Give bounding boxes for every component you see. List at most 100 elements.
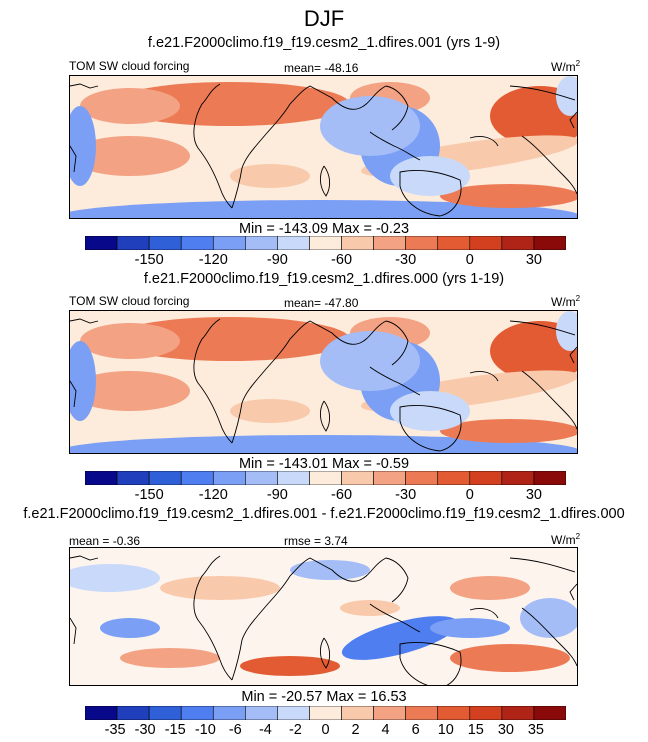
colorbar-tick-label: -60	[331, 252, 353, 268]
colorbar-swatch	[501, 236, 535, 250]
panel3-colorbar	[85, 706, 566, 720]
panel1-map	[69, 75, 578, 219]
panel3-title: f.e21.F2000climo.f19_f19.cesm2_1.dfires.…	[23, 506, 625, 522]
colorbar-swatch	[469, 706, 503, 720]
panel1-colorbar-labels: -150 -120 -90 -60 -30 0 30	[85, 252, 566, 270]
coastline	[385, 85, 409, 131]
panel2-map	[69, 310, 578, 454]
field-contour	[450, 644, 570, 672]
field-contour	[340, 600, 400, 616]
panel2-mean-label: mean= -47.80	[284, 296, 359, 310]
coastline	[70, 617, 77, 645]
coastline	[469, 135, 499, 147]
panel2-units-text: W/m	[551, 295, 576, 309]
panel3-map-field	[70, 548, 577, 685]
colorbar-swatch	[116, 706, 150, 720]
colorbar-swatch	[373, 236, 406, 250]
field-contour	[70, 106, 96, 186]
colorbar-swatch	[309, 471, 342, 485]
field-contour	[230, 399, 310, 423]
field-contour	[341, 616, 459, 660]
panel2-units-sup: 2	[575, 294, 581, 303]
colorbar-swatch	[469, 236, 503, 250]
coastline	[385, 320, 409, 366]
field-contour	[290, 560, 370, 580]
colorbar-swatch	[85, 471, 118, 485]
coastline	[469, 607, 499, 619]
field-contour	[70, 371, 190, 411]
colorbar-swatch	[116, 471, 150, 485]
colorbar-tick-label: -120	[198, 487, 228, 503]
colorbar-tick-label: -60	[331, 487, 353, 503]
colorbar-tick-label: -10	[194, 722, 216, 738]
field-contour	[100, 618, 160, 638]
colorbar-tick-label: -6	[228, 722, 242, 738]
coastline	[289, 320, 387, 345]
figure-title: DJF	[303, 6, 345, 31]
colorbar-swatch	[341, 236, 374, 250]
coastline	[289, 557, 387, 582]
panel3-colorbar-labels: -35 -30 -15 -10 -6 -4 -2 0 2 4 6 10 15 30 35	[85, 722, 566, 740]
colorbar-swatch	[437, 236, 471, 250]
colorbar-swatch	[309, 706, 342, 720]
colorbar-swatch	[148, 471, 182, 485]
colorbar-swatch	[501, 471, 535, 485]
coastline	[521, 135, 577, 195]
coastline	[399, 169, 462, 217]
coastline	[319, 637, 331, 669]
coastline	[569, 583, 577, 601]
field-contour	[80, 323, 180, 359]
field-contour	[320, 96, 420, 156]
colorbar-swatch	[245, 236, 278, 250]
colorbar-tick-label: 0	[321, 722, 330, 738]
panel3-minmax: Min = -20.57 Max = 16.53	[241, 689, 407, 705]
field-contour	[390, 391, 470, 431]
colorbar-tick-label: 10	[437, 722, 454, 738]
field-contour	[440, 184, 577, 208]
colorbar-swatch	[533, 706, 566, 720]
panel1-map-field	[70, 76, 577, 218]
field-contour	[556, 76, 577, 116]
colorbar-swatch	[373, 706, 406, 720]
coastline	[70, 318, 99, 324]
field-contour	[160, 576, 280, 600]
panel1-title: f.e21.F2000climo.f19_f19.cesm2_1.dfires.…	[147, 35, 501, 51]
coastline	[70, 83, 99, 89]
colorbar-swatch	[405, 236, 439, 250]
field-contour	[70, 435, 577, 453]
colorbar-swatch	[148, 236, 182, 250]
colorbar-swatch	[148, 706, 182, 720]
colorbar-swatch	[341, 471, 374, 485]
colorbar-swatch	[437, 706, 471, 720]
colorbar-tick-label: 35	[527, 722, 544, 738]
colorbar-swatch	[180, 706, 214, 720]
colorbar-tick-label: -90	[266, 252, 288, 268]
colorbar-swatch	[180, 471, 214, 485]
panel3-rmse-label: rmse = 3.74	[284, 534, 348, 548]
colorbar-swatch	[277, 706, 310, 720]
field-contour	[240, 656, 340, 676]
coastline	[369, 131, 421, 161]
panel2-colorbar-labels: -150 -120 -90 -60 -30 0 30	[85, 487, 566, 505]
panel2-minmax: Min = -143.01 Max = -0.59	[238, 456, 410, 472]
colorbar-swatch	[309, 236, 342, 250]
panel3-units-text: W/m	[551, 533, 576, 547]
coastline	[509, 320, 576, 336]
panel2-map-field	[70, 311, 577, 453]
colorbar-tick-label: -30	[395, 487, 417, 503]
colorbar-swatch	[212, 706, 246, 720]
panel2-variable-label: TOM SW cloud forcing	[69, 294, 190, 308]
colorbar-tick-label: -15	[164, 722, 186, 738]
coastline	[289, 85, 387, 110]
colorbar-swatch	[85, 236, 118, 250]
coastline	[369, 603, 421, 633]
coastline	[319, 165, 331, 197]
field-contour	[520, 598, 577, 638]
colorbar-swatch	[212, 471, 246, 485]
colorbar-tick-label: 0	[465, 252, 474, 268]
panel3-map	[69, 547, 578, 686]
coastline	[193, 555, 233, 681]
colorbar-tick-label: -90	[266, 487, 288, 503]
field-contour	[70, 200, 577, 218]
field-contour	[450, 576, 530, 600]
